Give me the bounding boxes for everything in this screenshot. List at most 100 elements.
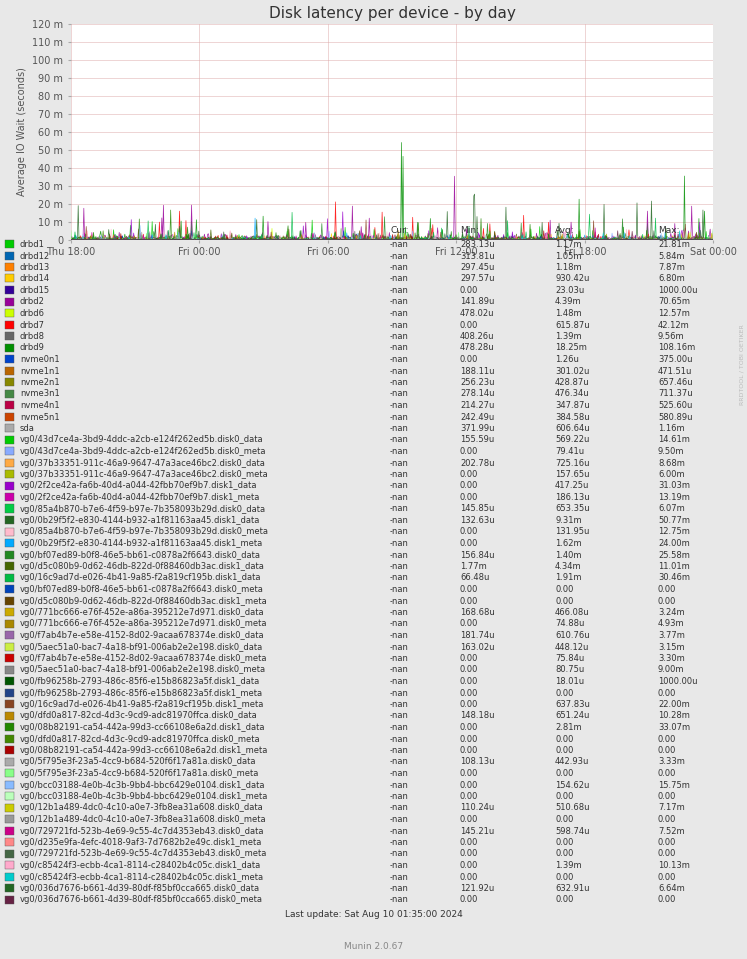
Text: 22.00m: 22.00m — [658, 700, 689, 709]
Text: 0.00: 0.00 — [460, 527, 478, 536]
Text: -nan: -nan — [390, 320, 409, 330]
Text: vg0/036d7676-b661-4d39-80df-f85bf0cca665.disk0_meta: vg0/036d7676-b661-4d39-80df-f85bf0cca665… — [20, 896, 263, 904]
Text: vg0/bf07ed89-b0f8-46e5-bb61-c0878a2f6643.disk0_data: vg0/bf07ed89-b0f8-46e5-bb61-c0878a2f6643… — [20, 550, 261, 559]
Text: 7.87m: 7.87m — [658, 263, 685, 272]
Text: -nan: -nan — [390, 620, 409, 628]
Text: nvme2n1: nvme2n1 — [20, 378, 60, 387]
Text: 66.48u: 66.48u — [460, 573, 489, 582]
Text: vg0/c85424f3-ecbb-4ca1-8114-c28402b4c05c.disk1_meta: vg0/c85424f3-ecbb-4ca1-8114-c28402b4c05c… — [20, 873, 264, 881]
Text: 181.74u: 181.74u — [460, 631, 495, 640]
Text: 0.00: 0.00 — [460, 286, 478, 295]
Text: vg0/16c9ad7d-e026-4b41-9a85-f2a819cf195b.disk1_data: vg0/16c9ad7d-e026-4b41-9a85-f2a819cf195b… — [20, 573, 261, 582]
Text: 0.00: 0.00 — [658, 689, 676, 697]
Text: drbd2: drbd2 — [20, 297, 45, 307]
Text: 256.23u: 256.23u — [460, 378, 495, 387]
Text: vg0/37b33351-911c-46a9-9647-47a3ace46bc2.disk0_meta: vg0/37b33351-911c-46a9-9647-47a3ace46bc2… — [20, 470, 269, 479]
Text: 0.00: 0.00 — [460, 620, 478, 628]
Text: vg0/bf07ed89-b0f8-46e5-bb61-c0878a2f6643.disk0_meta: vg0/bf07ed89-b0f8-46e5-bb61-c0878a2f6643… — [20, 585, 264, 594]
Text: 42.12m: 42.12m — [658, 320, 689, 330]
Text: vg0/5f795e3f-23a5-4cc9-b684-520f6f17a81a.disk0_meta: vg0/5f795e3f-23a5-4cc9-b684-520f6f17a81a… — [20, 769, 259, 778]
Text: -nan: -nan — [390, 631, 409, 640]
Text: 202.78u: 202.78u — [460, 458, 495, 467]
Text: 0.00: 0.00 — [460, 861, 478, 870]
Text: -nan: -nan — [390, 827, 409, 835]
Text: 0.00: 0.00 — [658, 735, 676, 743]
Text: 1.62m: 1.62m — [555, 539, 582, 548]
Text: 3.33m: 3.33m — [658, 758, 685, 766]
Text: -nan: -nan — [390, 596, 409, 605]
Text: vg0/43d7ce4a-3bd9-4ddc-a2cb-e124f262ed5b.disk0_data: vg0/43d7ce4a-3bd9-4ddc-a2cb-e124f262ed5b… — [20, 435, 264, 445]
Text: 657.46u: 657.46u — [658, 378, 692, 387]
Text: 9.31m: 9.31m — [555, 516, 582, 525]
Text: 375.00u: 375.00u — [658, 355, 692, 364]
Text: 1.26u: 1.26u — [555, 355, 579, 364]
Text: 0.00: 0.00 — [555, 585, 574, 594]
Text: 0.00: 0.00 — [460, 689, 478, 697]
Text: 371.99u: 371.99u — [460, 424, 495, 433]
Text: drbd12: drbd12 — [20, 251, 50, 261]
Text: -nan: -nan — [390, 884, 409, 893]
Text: -nan: -nan — [390, 343, 409, 353]
Text: 154.62u: 154.62u — [555, 781, 589, 789]
Text: vg0/2f2ce42a-fa6b-40d4-a044-42fbb70ef9b7.disk1_meta: vg0/2f2ce42a-fa6b-40d4-a044-42fbb70ef9b7… — [20, 493, 261, 502]
Text: 14.61m: 14.61m — [658, 435, 690, 445]
Text: -nan: -nan — [390, 412, 409, 422]
Text: -nan: -nan — [390, 804, 409, 812]
Text: vg0/0b29f5f2-e830-4144-b932-a1f81163aa45.disk1_meta: vg0/0b29f5f2-e830-4144-b932-a1f81163aa45… — [20, 539, 263, 548]
Text: -nan: -nan — [390, 527, 409, 536]
Text: 33.07m: 33.07m — [658, 723, 690, 732]
Text: 0.00: 0.00 — [555, 873, 574, 881]
Text: 6.00m: 6.00m — [658, 470, 684, 479]
Text: 188.11u: 188.11u — [460, 366, 495, 376]
Text: 0.00: 0.00 — [460, 355, 478, 364]
Text: vg0/f7ab4b7e-e58e-4152-8d02-9acaa678374e.disk0_meta: vg0/f7ab4b7e-e58e-4152-8d02-9acaa678374e… — [20, 654, 267, 663]
Text: 525.60u: 525.60u — [658, 401, 692, 410]
Text: 108.13u: 108.13u — [460, 758, 495, 766]
Text: 0.00: 0.00 — [555, 689, 574, 697]
Text: -nan: -nan — [390, 573, 409, 582]
Text: 0.00: 0.00 — [460, 700, 478, 709]
Text: 0.00: 0.00 — [658, 896, 676, 904]
Text: -nan: -nan — [390, 873, 409, 881]
Text: 1.91m: 1.91m — [555, 573, 581, 582]
Text: 1.05m: 1.05m — [555, 251, 581, 261]
Text: 0.00: 0.00 — [460, 896, 478, 904]
Text: drbd13: drbd13 — [20, 263, 50, 272]
Text: 569.22u: 569.22u — [555, 435, 589, 445]
Text: 6.64m: 6.64m — [658, 884, 685, 893]
Text: -nan: -nan — [390, 493, 409, 502]
Text: 0.00: 0.00 — [658, 850, 676, 858]
Text: 580.89u: 580.89u — [658, 412, 692, 422]
Text: 0.00: 0.00 — [555, 896, 574, 904]
Text: -nan: -nan — [390, 815, 409, 824]
Text: 408.26u: 408.26u — [460, 332, 495, 341]
Text: 0.00: 0.00 — [460, 873, 478, 881]
Text: 0.00: 0.00 — [658, 815, 676, 824]
Text: 0.00: 0.00 — [460, 539, 478, 548]
Text: 186.13u: 186.13u — [555, 493, 589, 502]
Text: -nan: -nan — [390, 240, 409, 249]
Text: 0.00: 0.00 — [658, 792, 676, 801]
Text: -nan: -nan — [390, 689, 409, 697]
Text: drbd6: drbd6 — [20, 309, 45, 318]
Text: 653.35u: 653.35u — [555, 504, 589, 513]
Text: -nan: -nan — [390, 401, 409, 410]
Text: 168.68u: 168.68u — [460, 608, 495, 617]
Text: vg0/729721fd-523b-4e69-9c55-4c7d4353eb43.disk0_meta: vg0/729721fd-523b-4e69-9c55-4c7d4353eb43… — [20, 850, 267, 858]
Text: -nan: -nan — [390, 378, 409, 387]
Text: vg0/bcc03188-4e0b-4c3b-9bb4-bbc6429e0104.disk1_data: vg0/bcc03188-4e0b-4c3b-9bb4-bbc6429e0104… — [20, 781, 265, 789]
Text: 3.15m: 3.15m — [658, 643, 684, 651]
Text: -nan: -nan — [390, 332, 409, 341]
Text: 0.00: 0.00 — [460, 838, 478, 847]
Text: nvme5n1: nvme5n1 — [20, 412, 60, 422]
Text: 4.93m: 4.93m — [658, 620, 684, 628]
Text: 471.51u: 471.51u — [658, 366, 692, 376]
Text: -nan: -nan — [390, 861, 409, 870]
Text: 417.25u: 417.25u — [555, 481, 589, 490]
Text: 0.00: 0.00 — [460, 320, 478, 330]
Text: vg0/c85424f3-ecbb-4ca1-8114-c28402b4c05c.disk1_data: vg0/c85424f3-ecbb-4ca1-8114-c28402b4c05c… — [20, 861, 261, 870]
Text: vg0/2f2ce42a-fa6b-40d4-a044-42fbb70ef9b7.disk1_data: vg0/2f2ce42a-fa6b-40d4-a044-42fbb70ef9b7… — [20, 481, 258, 490]
Text: 0.00: 0.00 — [460, 723, 478, 732]
Text: 80.75u: 80.75u — [555, 666, 584, 674]
Text: vg0/dfd0a817-82cd-4d3c-9cd9-adc81970ffca.disk0_meta: vg0/dfd0a817-82cd-4d3c-9cd9-adc81970ffca… — [20, 735, 261, 743]
